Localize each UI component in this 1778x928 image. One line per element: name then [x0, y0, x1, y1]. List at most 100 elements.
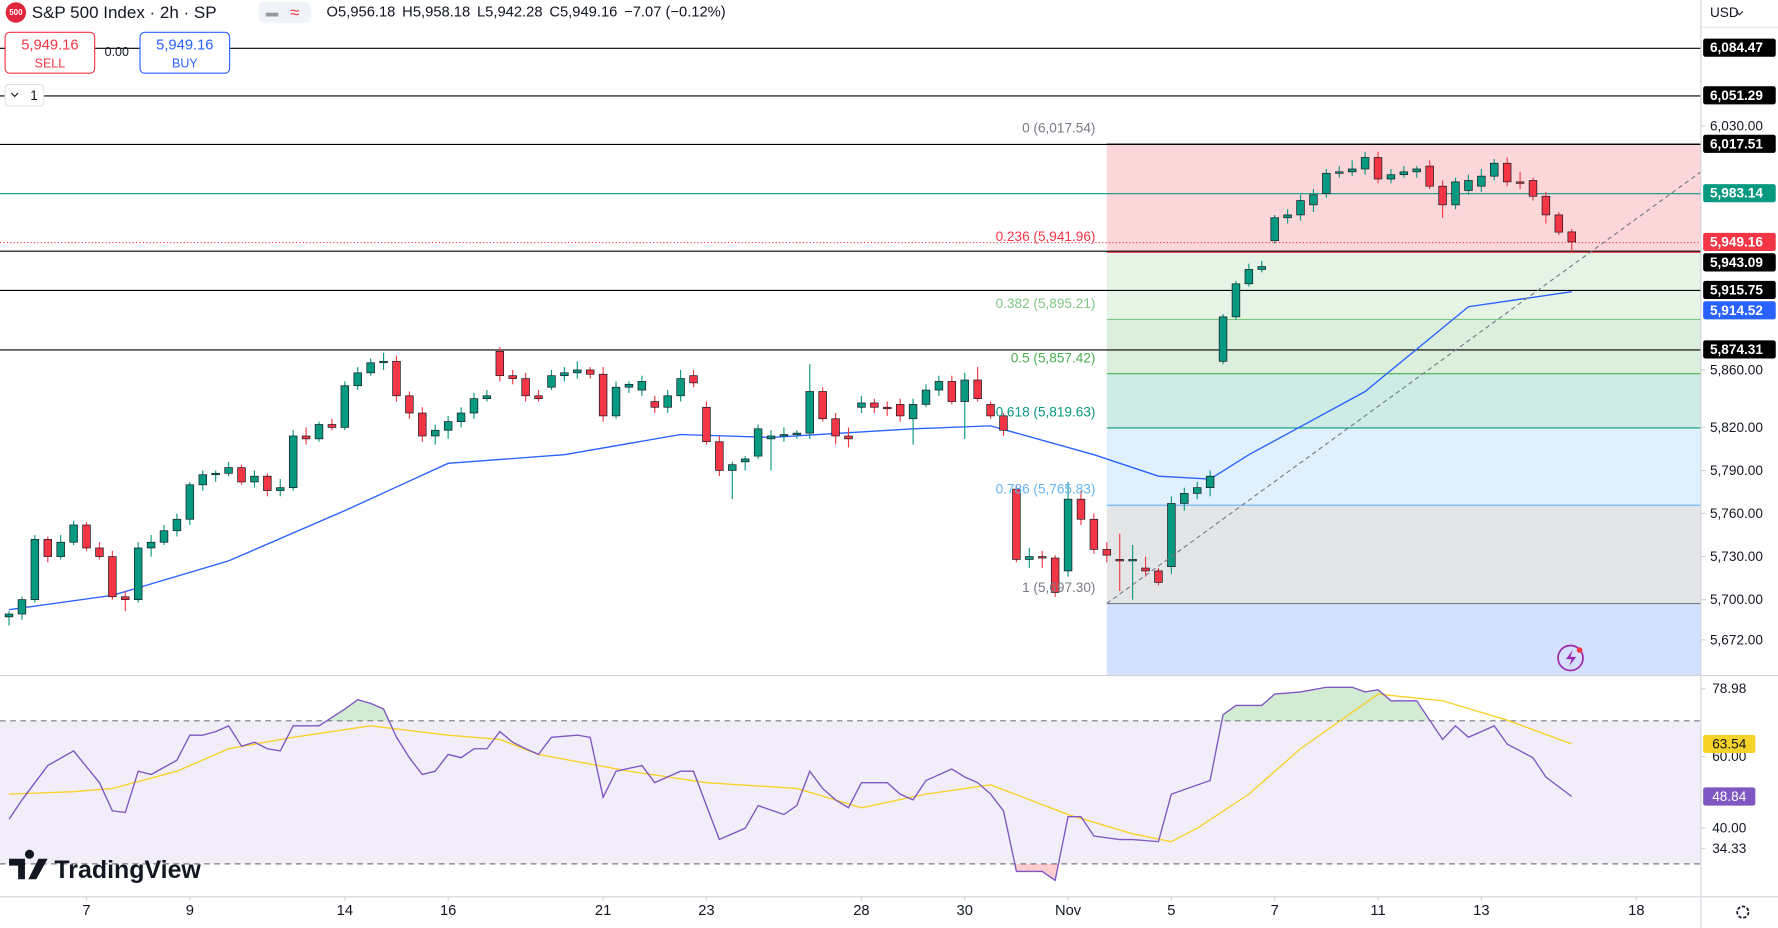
settings-icon[interactable]	[1736, 905, 1750, 919]
candle-body	[534, 395, 543, 400]
ohlc: O5,956.18 H5,958.18 L5,942.28 C5,949.16 −7.0…	[327, 4, 726, 20]
candle-body	[1309, 194, 1318, 206]
candle-body	[108, 556, 117, 598]
candle-body	[431, 429, 440, 437]
buy-button[interactable]	[139, 31, 231, 74]
sell-button[interactable]	[4, 31, 96, 74]
candle-body	[1205, 475, 1215, 489]
candle-body	[598, 373, 608, 417]
candle-body	[1141, 567, 1150, 572]
candle-body	[495, 350, 505, 377]
candle-body	[1438, 185, 1447, 206]
compare-button[interactable]	[258, 2, 311, 23]
candle-body	[224, 467, 233, 474]
brand-logo	[9, 849, 48, 880]
y-tick-label: 5,730.00	[1710, 549, 1763, 564]
logo-text: 500	[9, 8, 23, 17]
candle-body	[1490, 162, 1499, 177]
candle-body	[753, 428, 763, 457]
fib-label: 0.236 (5,941.96)	[996, 229, 1096, 244]
candle-body	[69, 524, 78, 543]
candle-body	[947, 381, 957, 402]
candle-body	[508, 375, 517, 379]
candle-body	[1386, 174, 1396, 180]
candle-body	[276, 487, 285, 491]
x-tick-label: 7	[1271, 903, 1279, 919]
candle-body	[95, 547, 104, 557]
candle-body	[908, 404, 918, 420]
ohlc-change: −7.07 (−0.12%)	[624, 4, 726, 20]
candle-body	[301, 435, 311, 440]
candle-body	[702, 406, 711, 443]
candle-body	[728, 464, 737, 471]
price-badge-label: 6,084.47	[1710, 40, 1763, 55]
ohlc-key: C	[549, 4, 560, 20]
candle-body	[934, 381, 944, 391]
price-badge	[1703, 280, 1776, 299]
alert-dot	[1576, 647, 1583, 653]
toolbar: 500 S&P 500 Index · 2h · SP ▬ ≈ O5,956.1…	[4, 2, 1778, 919]
fib-band	[1106, 427, 1701, 506]
candle-body	[405, 395, 414, 414]
price-pane: 0 (6,017.54) 0.236 (5,941.96) 0.382 (5,895…	[0, 47, 1701, 676]
candle-body	[469, 398, 479, 414]
ohlc-key: L	[477, 4, 485, 20]
fib-band	[1106, 603, 1701, 676]
fib-label: 0.786 (5,765.83)	[996, 482, 1096, 497]
x-tick-label: 16	[440, 903, 456, 919]
candle-body	[637, 381, 647, 391]
candle-body	[973, 379, 982, 400]
y-tick-label: 5,790.00	[1710, 463, 1763, 478]
x-tick-label: 14	[337, 903, 353, 919]
fib-label: 0 (6,017.54)	[1022, 120, 1095, 135]
candle-body	[17, 599, 27, 615]
candle-body	[547, 375, 556, 388]
lightning-icon	[1565, 650, 1577, 666]
candle-body	[482, 395, 492, 400]
fib-band	[1106, 252, 1701, 320]
candle-body	[986, 404, 995, 417]
rsi-badge	[1703, 734, 1756, 754]
candle-body	[56, 541, 65, 557]
candle-body	[1335, 171, 1344, 174]
candle-body	[1464, 180, 1473, 191]
ohlc-value: 5,956.18	[338, 4, 395, 20]
candle-body	[288, 435, 298, 489]
candle-body	[4, 613, 14, 618]
candle-body	[1347, 168, 1357, 173]
ohlc-key: H	[402, 4, 413, 20]
candle-body	[1231, 283, 1241, 318]
candle-body	[1373, 157, 1383, 180]
x-tick-label: Nov	[1055, 903, 1082, 919]
candle-body	[1050, 557, 1060, 593]
candle-body	[1128, 559, 1137, 562]
x-tick-label: 13	[1473, 903, 1489, 919]
ohlc-key: O	[327, 4, 338, 20]
fib-label: 0.382 (5,895.21)	[996, 296, 1096, 311]
buy-label: BUY	[172, 57, 198, 71]
x-tick-label: 21	[595, 903, 611, 919]
candle-body	[133, 547, 143, 600]
spread: 0.00	[105, 45, 129, 59]
fib-band	[1106, 319, 1701, 374]
candle-body	[831, 418, 840, 437]
alert-icon[interactable]	[1557, 644, 1584, 672]
candle-body	[1515, 181, 1525, 184]
y-tick-label: 6,030.00	[1710, 118, 1763, 133]
candle-body	[250, 475, 259, 483]
candle-body	[211, 472, 220, 476]
candle-body	[1477, 175, 1486, 187]
candle-body	[1567, 231, 1576, 243]
rsi-tick-label: 78.98	[1712, 681, 1746, 696]
price-badge-label: 5,915.75	[1710, 282, 1763, 297]
candle-body	[1038, 556, 1047, 559]
interval-box[interactable]	[4, 83, 45, 107]
x-tick-label: 23	[698, 903, 714, 919]
price-badge-label: 6,051.29	[1710, 88, 1763, 103]
candle-body	[121, 596, 130, 600]
icon: ▬	[266, 5, 279, 19]
rsi-pane	[0, 686, 1701, 882]
candle-body	[1012, 488, 1021, 560]
y-tick-label: 5,672.00	[1710, 632, 1763, 647]
